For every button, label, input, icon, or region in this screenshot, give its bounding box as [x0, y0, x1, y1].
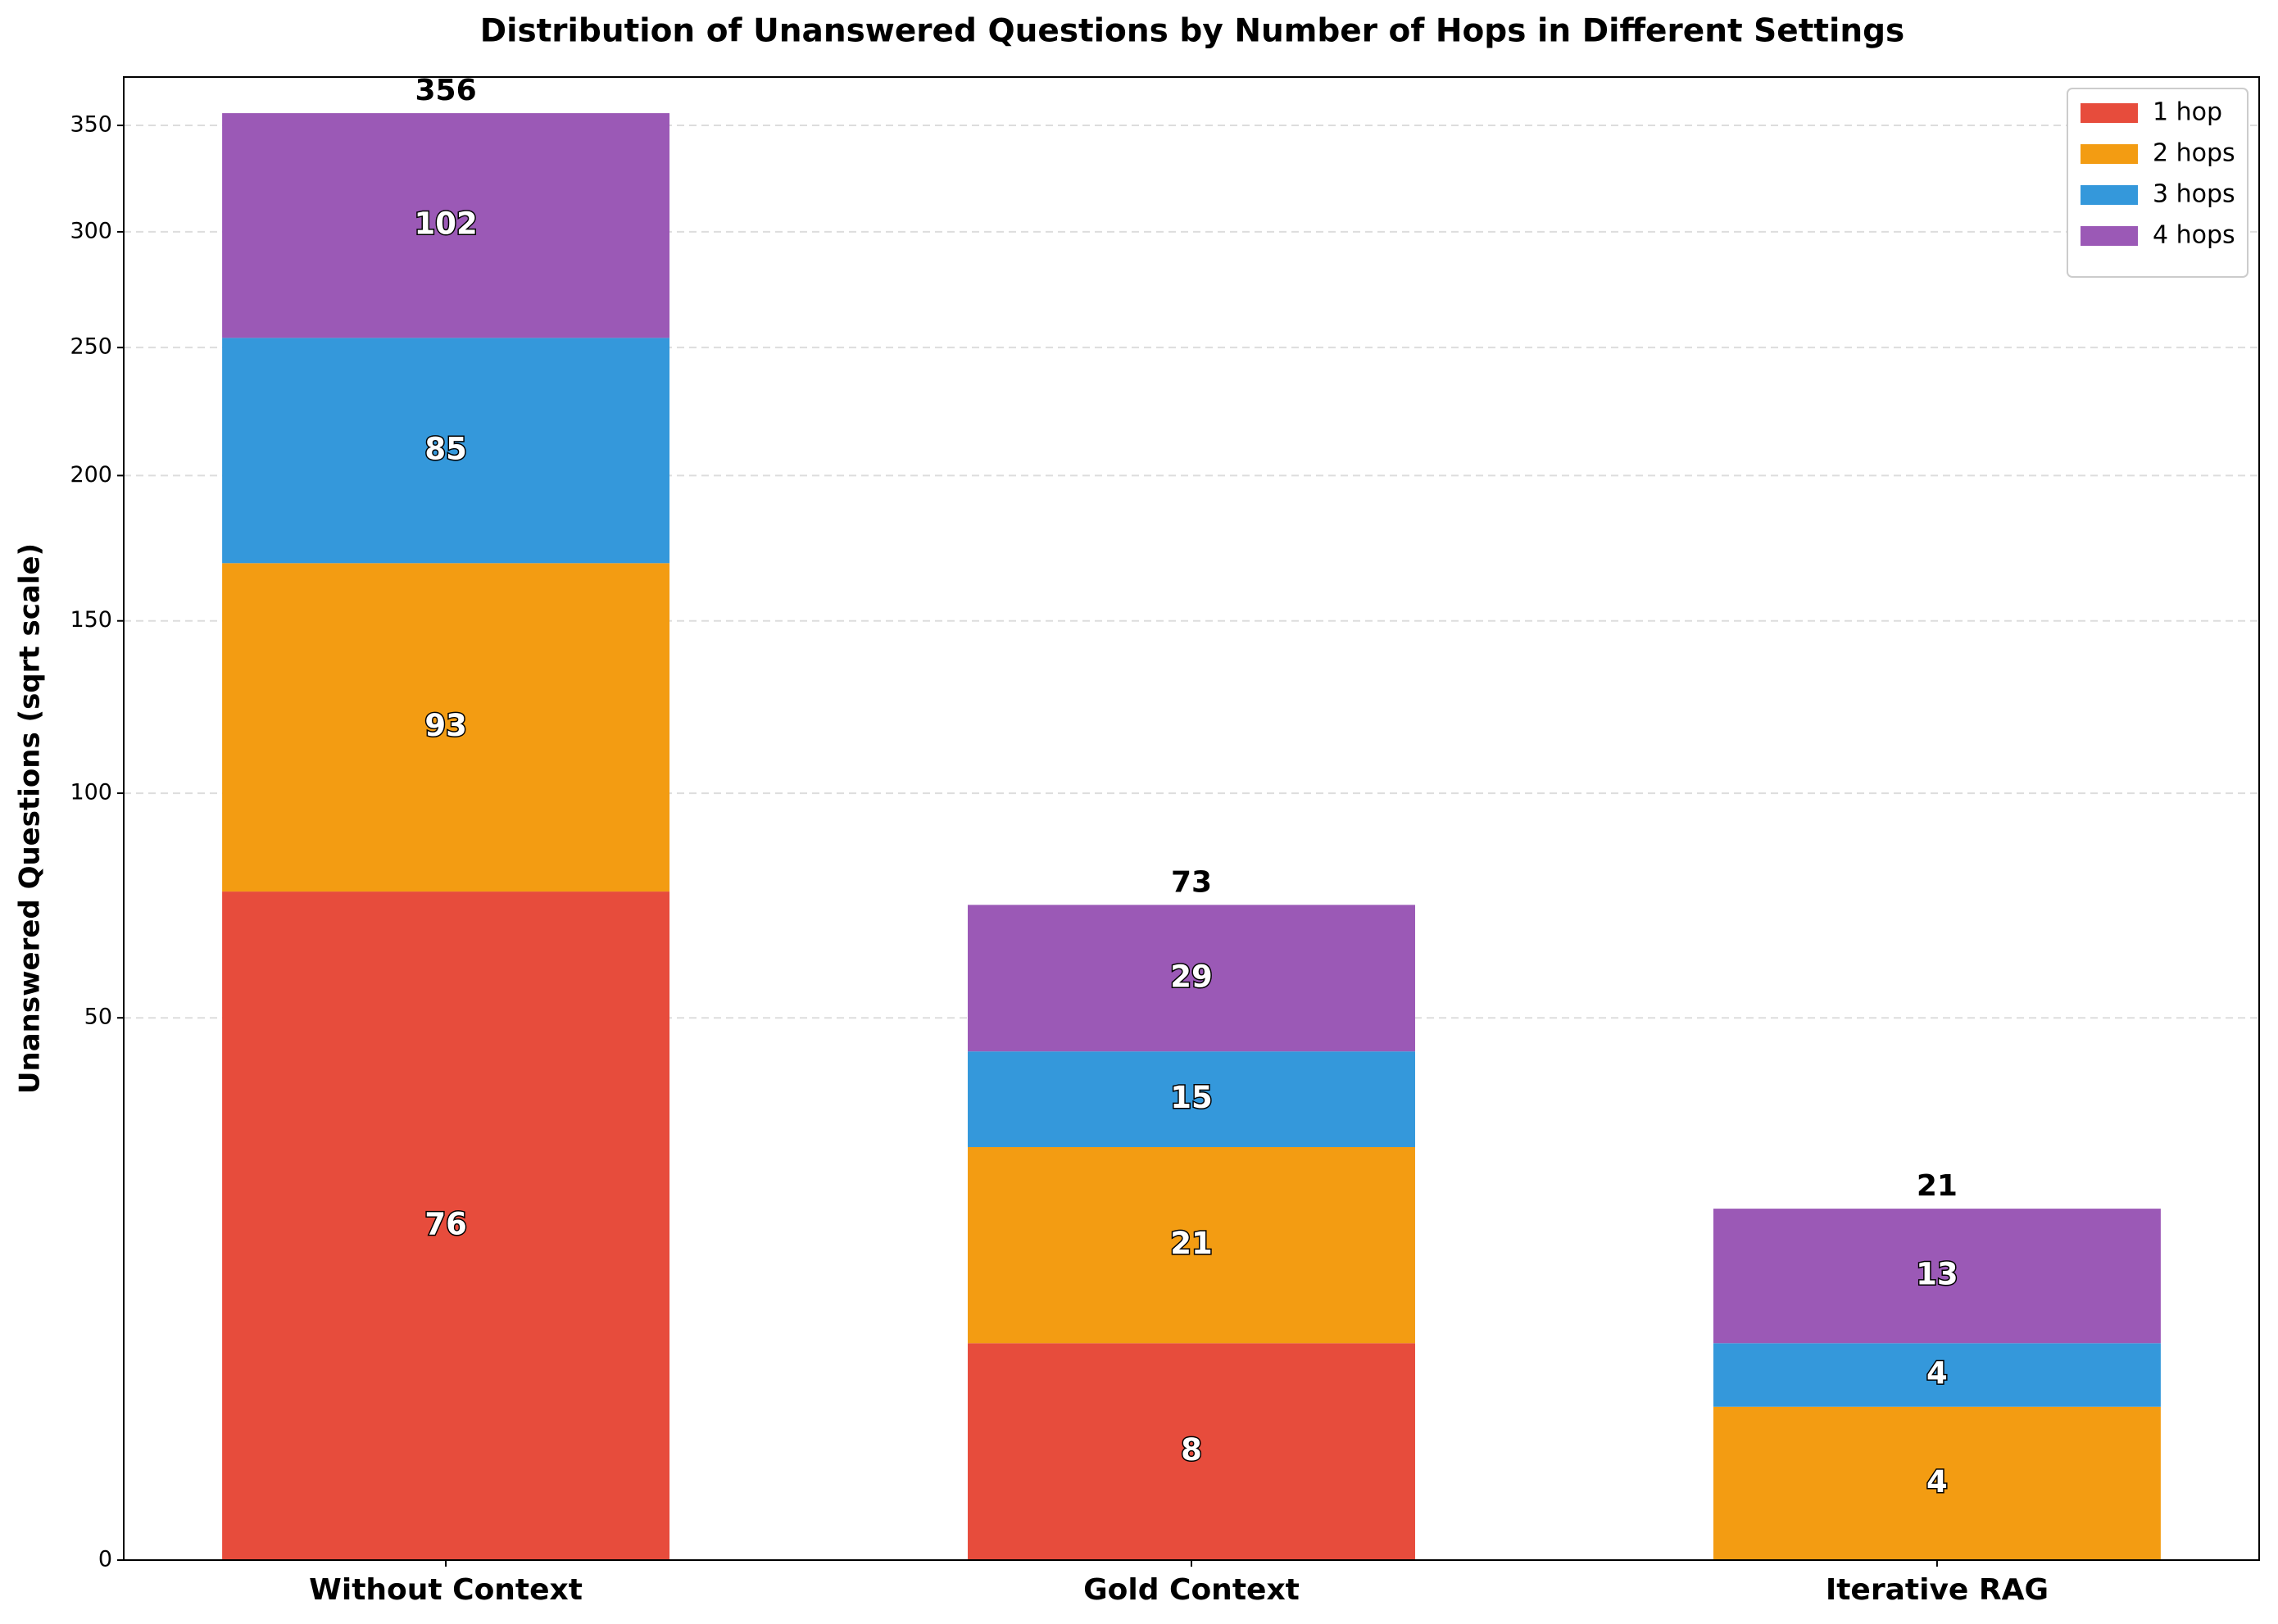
- value-label: 4: [1926, 1464, 1948, 1499]
- bar-segment: [222, 563, 670, 892]
- bar-segment: [968, 1051, 1415, 1147]
- bar-segment: [968, 1146, 1415, 1344]
- legend-label: 3 hops: [2153, 180, 2235, 209]
- legend-swatch: [2081, 144, 2138, 164]
- total-label: 356: [415, 74, 477, 107]
- bar-segment: [1713, 1343, 2161, 1407]
- y-tick-label: 150: [70, 607, 112, 633]
- value-label: 29: [1170, 959, 1213, 994]
- y-tick-label: 250: [70, 334, 112, 360]
- y-tick-label: 0: [98, 1547, 112, 1572]
- chart-title: Distribution of Unanswered Questions by …: [480, 13, 1905, 50]
- value-label: 15: [1170, 1080, 1213, 1115]
- bar-segment: [1713, 1209, 2161, 1344]
- x-tick-label: Iterative RAG: [1826, 1573, 2049, 1607]
- value-label: 13: [1916, 1257, 1958, 1292]
- value-label: 4: [1926, 1356, 1948, 1391]
- y-axis-label: Unanswered Questions (sqrt scale): [14, 543, 47, 1094]
- legend-swatch: [2081, 103, 2138, 123]
- bar-segment: [222, 338, 670, 564]
- bar-segment: [968, 1343, 1415, 1560]
- y-tick-label: 200: [70, 462, 112, 488]
- value-label: 8: [1181, 1432, 1202, 1467]
- legend-swatch: [2081, 185, 2138, 205]
- plot-frame: [123, 76, 2260, 1561]
- legend-label: 1 hop: [2153, 98, 2222, 127]
- value-label: 21: [1170, 1226, 1213, 1261]
- bar-segment: [968, 905, 1415, 1052]
- y-tick-label: 350: [70, 112, 112, 138]
- y-tick-label: 100: [70, 780, 112, 805]
- value-label: 76: [424, 1207, 467, 1242]
- legend-label: 2 hops: [2153, 139, 2235, 168]
- x-tick-label: Without Context: [309, 1573, 583, 1607]
- legend: 1 hop 2 hops 3 hops 4 hops: [2067, 88, 2249, 278]
- legend-swatch: [2081, 226, 2138, 246]
- total-label: 21: [1917, 1169, 1958, 1203]
- y-tick-label: 300: [70, 218, 112, 243]
- bar-segment: [222, 891, 670, 1560]
- total-label: 73: [1171, 865, 1212, 899]
- bar-segment: [222, 113, 670, 338]
- legend-label: 4 hops: [2153, 221, 2235, 250]
- bar-segment: [1713, 1406, 2161, 1560]
- value-label: 102: [414, 206, 477, 242]
- value-label: 85: [424, 431, 467, 466]
- y-tick-label: 50: [84, 1005, 112, 1030]
- x-tick-label: Gold Context: [1083, 1573, 1300, 1607]
- value-label: 93: [424, 708, 467, 743]
